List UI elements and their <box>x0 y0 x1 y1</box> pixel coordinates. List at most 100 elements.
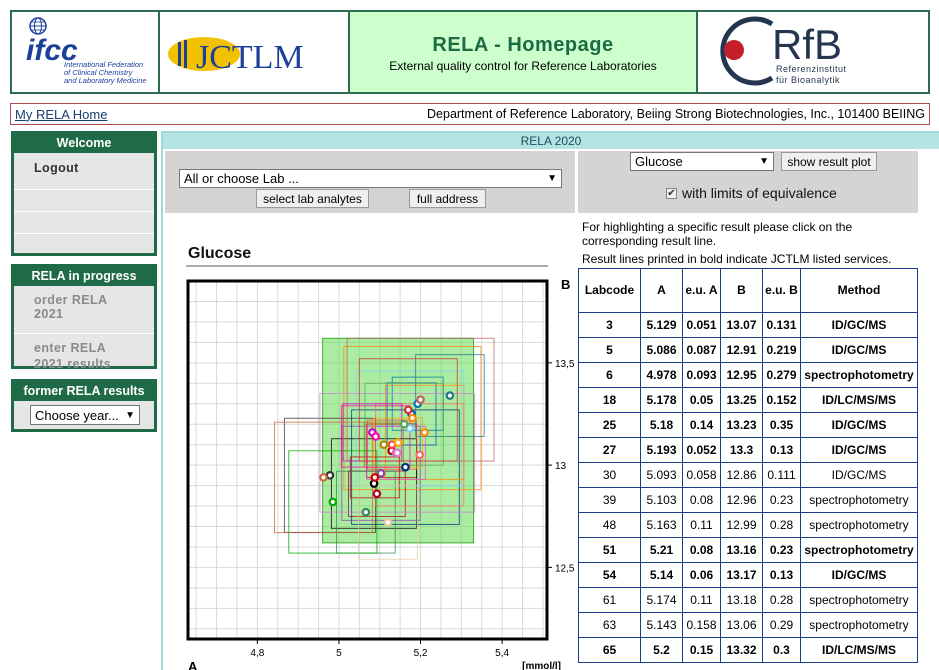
cell-b: 13.17 <box>720 562 763 588</box>
enter-results-link[interactable]: enter RELA 2021 results <box>34 341 112 371</box>
cell-labcode: 5 <box>578 337 641 363</box>
uncertainty-box[interactable] <box>358 358 458 462</box>
dropdown-arrow-icon: ▼ <box>759 156 769 167</box>
data-point[interactable] <box>405 423 415 433</box>
table-row[interactable]: 65 5.2 0.15 13.32 0.3 ID/LC/MS/MS <box>578 637 918 663</box>
table-row[interactable]: 48 5.163 0.11 12.99 0.28 spectrophotometry <box>578 512 918 538</box>
cell-eub: 0.35 <box>762 412 801 438</box>
data-point[interactable] <box>379 440 389 449</box>
rfb-logo-cell: RfB Referenzinstitut für Bioanalytik <box>698 12 928 92</box>
chart-title: Glucose <box>188 245 252 262</box>
y-tick-label: 12,5 <box>555 563 575 574</box>
data-point[interactable] <box>370 473 380 482</box>
data-point[interactable] <box>416 395 425 404</box>
col-eu-a: e.u. A <box>682 268 721 313</box>
rfb-logo[interactable]: RfB Referenzinstitut für Bioanalytik <box>698 12 926 92</box>
table-row[interactable]: 6 4.978 0.093 12.95 0.279 spectrophotometry <box>578 362 918 388</box>
analyte-select-value: Glucose <box>635 154 683 169</box>
data-point[interactable] <box>403 405 413 415</box>
data-point[interactable] <box>393 438 403 447</box>
select-lab-analytes-button[interactable]: select lab analytes <box>256 189 369 208</box>
cell-eua: 0.052 <box>682 437 721 463</box>
cell-labcode: 63 <box>578 612 641 638</box>
data-point[interactable] <box>401 462 410 472</box>
my-rela-home-link[interactable]: My RELA Home <box>15 106 108 122</box>
cell-b: 13.32 <box>720 637 763 663</box>
cell-method: spectrophotometry <box>800 587 918 613</box>
table-row[interactable]: 27 5.193 0.052 13.3 0.13 ID/GC/MS <box>578 437 918 463</box>
rela-year-heading: RELA 2020 <box>163 133 939 149</box>
cell-a: 5.174 <box>640 587 683 613</box>
cell-eua: 0.15 <box>682 637 721 663</box>
equivalence-limits-toggle[interactable]: ✔ with limits of equivalence <box>666 185 837 201</box>
uncertainty-box[interactable] <box>415 354 485 437</box>
data-point[interactable] <box>415 450 425 460</box>
table-row[interactable]: 63 5.143 0.158 13.06 0.29 spectrophotometry <box>578 612 918 638</box>
result-plot[interactable]: 4,8 5 5,2 5,4 13,5 13 12,5 B A [mmol/l] <box>165 270 577 670</box>
logout-link[interactable]: Logout <box>34 161 79 175</box>
full-address-button[interactable]: full address <box>409 189 486 208</box>
data-point[interactable] <box>445 391 455 400</box>
cell-labcode: 65 <box>578 637 641 663</box>
uncertainty-box[interactable] <box>358 485 418 560</box>
table-row[interactable]: 61 5.174 0.11 13.18 0.28 spectrophotometry <box>578 587 918 613</box>
page-subtitle: External quality control for Reference L… <box>389 59 657 73</box>
cell-eub: 0.28 <box>762 512 801 538</box>
uncertainty-box[interactable] <box>288 450 378 554</box>
uncertainty-box[interactable] <box>340 405 411 468</box>
cell-method: ID/GC/MS <box>800 412 918 438</box>
analyte-panel: Glucose ▼ show result plot ✔ with limits… <box>578 151 918 213</box>
data-point[interactable] <box>376 468 386 478</box>
table-row[interactable]: 18 5.178 0.05 13.25 0.152 ID/LC/MS/MS <box>578 387 918 413</box>
department-address: Department of Reference Laboratory, Beii… <box>427 107 925 121</box>
cell-eua: 0.11 <box>682 512 721 538</box>
highlight-info-1: For highlighting a specific result pleas… <box>582 220 853 234</box>
data-point[interactable] <box>420 428 429 437</box>
x-tick-label: 5,4 <box>495 648 509 659</box>
uncertainty-box[interactable] <box>367 419 417 470</box>
order-rela-link[interactable]: order RELA 2021 <box>34 293 107 321</box>
jctlm-logo[interactable]: JCTLM <box>160 12 348 92</box>
table-row[interactable]: 25 5.18 0.14 13.23 0.35 ID/GC/MS <box>578 412 918 438</box>
ifcc-logo[interactable]: ifcc International Federation of Clinica… <box>12 12 158 92</box>
show-result-plot-button[interactable]: show result plot <box>781 152 877 171</box>
cell-labcode: 25 <box>578 412 641 438</box>
data-point[interactable] <box>399 419 409 429</box>
uncertainty-box[interactable] <box>343 345 482 491</box>
data-point[interactable] <box>372 489 382 499</box>
data-point[interactable] <box>328 497 338 507</box>
rfb-tagline-1: Referenzinstitut <box>776 64 847 74</box>
uncertainty-box[interactable] <box>349 456 400 499</box>
uncertainty-box[interactable] <box>319 393 476 513</box>
rfb-wordmark: RfB <box>772 21 842 68</box>
year-select[interactable]: Choose year... ▼ <box>30 405 140 425</box>
table-row[interactable]: 54 5.14 0.06 13.17 0.13 ID/GC/MS <box>578 562 918 588</box>
data-point[interactable] <box>371 432 380 441</box>
cell-labcode: 61 <box>578 587 641 613</box>
data-point[interactable] <box>361 507 371 517</box>
cell-a: 5.129 <box>640 312 683 338</box>
welcome-box: Welcome Logout <box>11 131 157 256</box>
cell-method: ID/LC/MS/MS <box>800 637 918 663</box>
data-point[interactable] <box>319 473 328 482</box>
checkbox-checked-icon[interactable]: ✔ <box>666 187 677 199</box>
data-point[interactable] <box>408 413 417 423</box>
table-row[interactable]: 51 5.21 0.08 13.16 0.23 spectrophotometry <box>578 537 918 563</box>
analyte-select[interactable]: Glucose ▼ <box>630 152 774 171</box>
cell-eua: 0.087 <box>682 337 721 363</box>
table-row[interactable]: 30 5.093 0.058 12.86 0.111 ID/GC/MS <box>578 462 918 488</box>
uncertainty-box[interactable] <box>366 425 426 480</box>
x-axis-label: A <box>188 659 198 670</box>
cell-eub: 0.23 <box>762 487 801 513</box>
cell-method: ID/GC/MS <box>800 462 918 488</box>
cell-method: spectrophotometry <box>800 512 918 538</box>
jctlm-logo-cell: JCTLM <box>160 12 350 92</box>
data-point[interactable] <box>383 518 393 527</box>
lab-select[interactable]: All or choose Lab ... ▼ <box>179 169 562 188</box>
table-row[interactable]: 3 5.129 0.051 13.07 0.131 ID/GC/MS <box>578 312 918 338</box>
table-row[interactable]: 39 5.103 0.08 12.96 0.23 spectrophotometry <box>578 487 918 513</box>
ifcc-tagline-3: and Laboratory Medicine <box>64 76 147 85</box>
cell-b: 12.99 <box>720 512 763 538</box>
table-row[interactable]: 5 5.086 0.087 12.91 0.219 ID/GC/MS <box>578 337 918 363</box>
data-point[interactable] <box>392 448 402 458</box>
